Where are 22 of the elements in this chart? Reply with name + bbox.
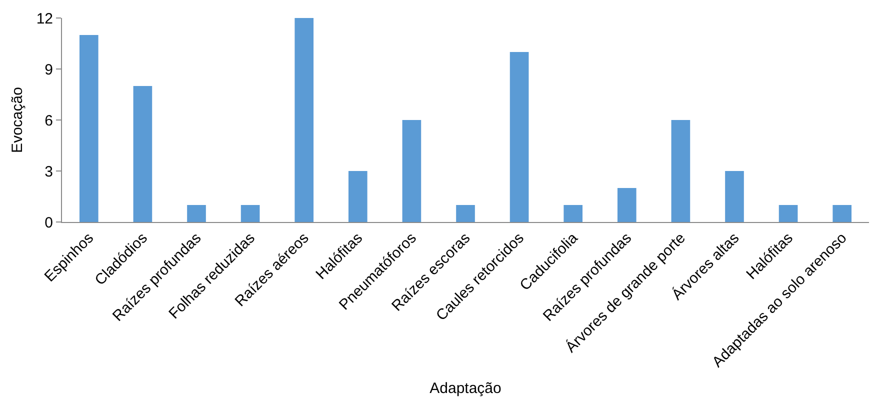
bar (671, 120, 690, 222)
y-tick-label: 0 (44, 214, 53, 232)
y-axis-title: Evocação (9, 87, 26, 153)
y-tick-label: 3 (44, 163, 53, 180)
bar (79, 35, 98, 222)
bar (832, 205, 852, 222)
bar (294, 18, 314, 222)
bar (456, 205, 475, 222)
bar (133, 86, 152, 222)
bar (187, 205, 206, 222)
bar (617, 188, 636, 222)
bar (240, 205, 260, 222)
bar (778, 205, 798, 222)
bar (348, 171, 368, 222)
y-tick-label: 9 (44, 61, 53, 78)
bar (564, 205, 583, 222)
y-tick-label: 12 (36, 10, 53, 28)
bar (510, 52, 529, 222)
bar (402, 120, 422, 222)
y-tick-label: 6 (44, 112, 53, 130)
bar (725, 171, 744, 222)
x-axis-title: Adaptação (430, 380, 502, 397)
